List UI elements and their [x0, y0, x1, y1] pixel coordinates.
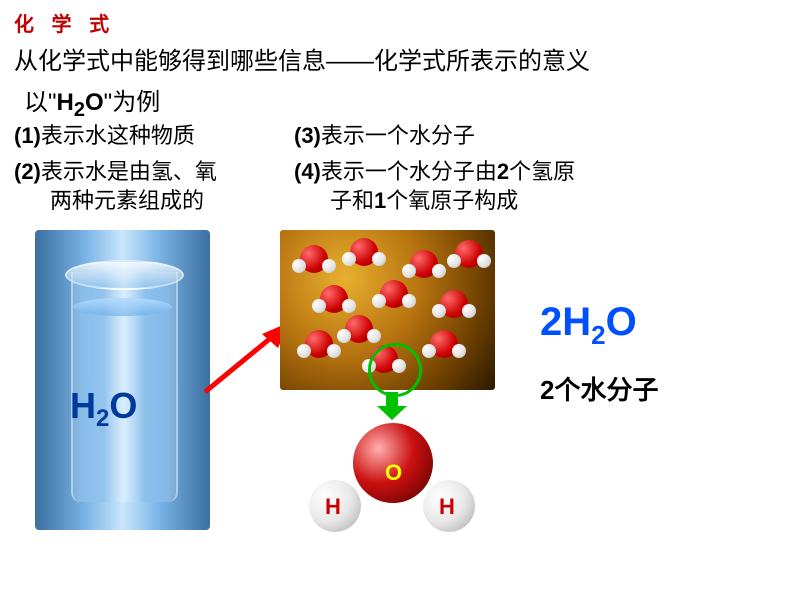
water-molecule-icon [455, 240, 483, 268]
water-molecule-icon [300, 245, 328, 273]
item-1: (1)表示水这种物质 [14, 121, 294, 151]
header-title: 化 学 式 [0, 0, 800, 37]
water-glass-bg [35, 230, 210, 530]
item4-b: 个氢原 [509, 159, 575, 184]
right-column: (3)表示一个水分子 (4)表示一个水分子由2个氢原 子和1个氧原子构成 [294, 121, 714, 222]
meanings-list: (1)表示水这种物质 (2)表示水是由氢、氧 两种元素组成的 (3)表示一个水分… [0, 117, 800, 222]
water-molecule-icon [410, 250, 438, 278]
water-molecule-icon [350, 238, 378, 266]
item2-txt2: 两种元素组成的 [14, 186, 294, 216]
water-molecule-icon [430, 330, 458, 358]
two-h2o-2a: 2 [540, 300, 562, 344]
item3-txt: 表示一个水分子 [321, 123, 475, 148]
item4-d: 个氧原子构成 [386, 188, 518, 213]
single-molecule: O H H [305, 418, 480, 543]
h2o-O: O [109, 385, 137, 426]
visual-area: H2O O H H 2H2O 2个水分子 [0, 230, 800, 550]
h2o-H: H [70, 385, 96, 426]
subtitle-2: 2 [74, 99, 85, 121]
glass-rim [65, 260, 184, 290]
item-4: (4)表示一个水分子由2个氢原 子和1个氧原子构成 [294, 157, 714, 216]
main-title: 从化学式中能够得到哪些信息——化学式所表示的意义 [0, 37, 800, 76]
subtitle-prefix: 以" [24, 89, 57, 116]
item1-num: (1) [14, 123, 41, 148]
subtitle-O: O [85, 89, 104, 116]
water-molecule-icon [380, 280, 408, 308]
two-mol-num: 2 [540, 375, 554, 405]
h2o-label: H2O [70, 385, 137, 427]
item2-num: (2) [14, 159, 41, 184]
water-molecule-icon [345, 315, 373, 343]
item4-c: 子和 [330, 188, 374, 213]
two-h2o-formula: 2H2O [540, 300, 637, 345]
subtitle: 以"H2O"为例 [0, 76, 800, 117]
water-glass [65, 250, 180, 510]
water-molecule-icon [320, 285, 348, 313]
down-arrow-icon [377, 392, 407, 420]
subtitle-H: H [57, 89, 74, 116]
two-h2o-O: O [606, 300, 637, 344]
two-h2o-H: H [562, 300, 591, 344]
H-label-right: H [439, 494, 455, 520]
item4-two: 2 [497, 159, 509, 184]
item4-one: 1 [374, 188, 386, 213]
item4-a: 表示一个水分子由 [321, 159, 497, 184]
O-label: O [385, 460, 402, 486]
item-2: (2)表示水是由氢、氧 两种元素组成的 [14, 157, 294, 216]
subtitle-suffix: "为例 [104, 89, 161, 116]
two-h2o-2b: 2 [591, 320, 605, 350]
item-3: (3)表示一个水分子 [294, 121, 714, 151]
two-mol-txt: 个水分子 [554, 375, 658, 405]
h2o-2: 2 [96, 405, 109, 432]
H-label-left: H [325, 494, 341, 520]
water-molecule-icon [440, 290, 468, 318]
left-column: (1)表示水这种物质 (2)表示水是由氢、氧 两种元素组成的 [14, 121, 294, 222]
item1-txt: 表示水这种物质 [41, 123, 195, 148]
water-surface [73, 298, 172, 316]
item4-line2: 子和1个氧原子构成 [294, 186, 714, 216]
item4-num: (4) [294, 159, 321, 184]
highlight-circle-icon [368, 343, 422, 397]
item2-txt: 表示水是由氢、氧 [41, 159, 217, 184]
item3-num: (3) [294, 123, 321, 148]
two-molecules-text: 2个水分子 [540, 370, 658, 407]
water-molecule-icon [305, 330, 333, 358]
